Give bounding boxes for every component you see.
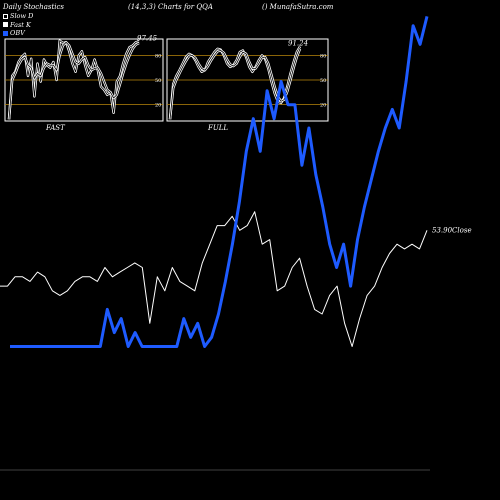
series-fast-k-inner (8, 40, 140, 120)
last-value-label: 97.45 (137, 34, 158, 42)
series-obv-line (10, 16, 429, 348)
legend-item-obv: OBV (3, 29, 33, 38)
y-tick-label: 80 (155, 53, 161, 59)
y-tick-label: 50 (320, 78, 326, 84)
legend-label: Slow D (10, 12, 34, 20)
legend-item-fast-k: Fast K (3, 21, 33, 30)
y-tick-label: 80 (320, 53, 326, 59)
chart-header-right: () MunafaSutra.com (262, 3, 334, 11)
chart-legend: Slow D Fast K OBV (3, 12, 33, 38)
y-tick-label: 20 (155, 103, 161, 109)
series-slow-d-inner (8, 41, 140, 120)
series-close-line (0, 211, 428, 347)
full-panel-label: FULL (208, 124, 229, 132)
fast-panel-label: FAST (46, 124, 65, 132)
last-value-label: 91.24 (288, 39, 308, 47)
legend-label: OBV (10, 29, 25, 37)
legend-swatch-outline (3, 13, 8, 19)
chart-header-center: (14,3,3) Charts for QQA (128, 3, 213, 11)
legend-item-slow-d: Slow D (3, 12, 33, 21)
y-tick-label: 50 (155, 78, 161, 84)
legend-swatch-white (3, 22, 8, 28)
y-tick-label: 20 (320, 103, 326, 109)
chart-header-left: Daily Stochastics (3, 3, 65, 11)
close-price-label: 53.90Close (432, 226, 472, 234)
legend-swatch-blue (3, 30, 8, 36)
legend-label: Fast K (10, 20, 31, 29)
